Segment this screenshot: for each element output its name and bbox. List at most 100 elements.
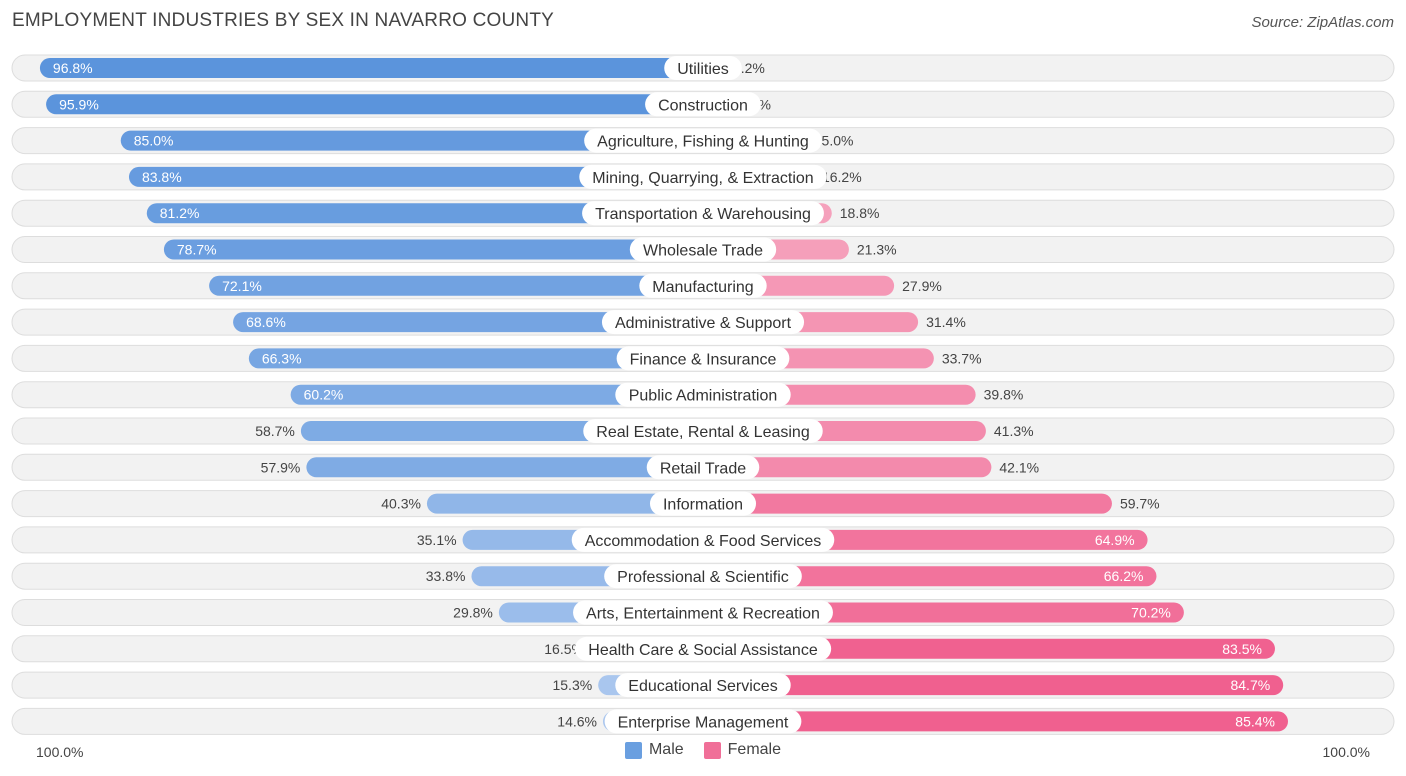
category-label: Educational Services <box>628 678 777 695</box>
value-label-female: 66.2% <box>1104 568 1144 584</box>
category-pill <box>616 346 790 371</box>
value-label-male: 57.9% <box>261 459 301 475</box>
category-label: Administrative & Support <box>615 315 792 332</box>
value-label-male: 95.9% <box>59 96 99 112</box>
category-pill <box>573 600 833 625</box>
bar-female <box>703 566 1157 587</box>
category-pill <box>615 382 791 407</box>
category-pill <box>649 491 757 516</box>
category-label: Retail Trade <box>660 460 746 477</box>
bar-female <box>703 711 1288 732</box>
axis-left-label: 100.0% <box>36 744 84 760</box>
category-pill <box>582 201 824 226</box>
category-pill <box>604 564 802 589</box>
category-pill <box>583 419 823 443</box>
value-label-male: 78.7% <box>177 242 217 258</box>
value-label-male: 68.6% <box>246 314 286 330</box>
category-label: Transportation & Warehousing <box>595 206 811 223</box>
value-label-male: 81.2% <box>160 205 200 221</box>
bar-male <box>39 58 704 78</box>
category-label: Construction <box>658 97 748 114</box>
value-label-male: 96.8% <box>53 60 93 76</box>
category-label: Public Administration <box>629 388 778 405</box>
chart-title: EMPLOYMENT INDUSTRIES BY SEX IN NAVARRO … <box>12 10 554 31</box>
value-label-male: 66.3% <box>262 350 302 366</box>
bar-male <box>426 493 703 514</box>
category-pill <box>639 273 767 298</box>
category-pill <box>629 237 777 262</box>
value-label-male: 35.1% <box>417 532 457 548</box>
category-label: Agriculture, Fishing & Hunting <box>597 134 809 151</box>
bar-female <box>703 457 992 478</box>
category-label: Enterprise Management <box>618 714 789 731</box>
category-label: Arts, Entertainment & Recreation <box>586 606 820 623</box>
value-label-female: 64.9% <box>1095 532 1135 548</box>
value-label-male: 14.6% <box>557 713 597 729</box>
category-label: Real Estate, Rental & Leasing <box>596 424 809 441</box>
value-label-male: 15.3% <box>552 677 592 693</box>
value-label-female: 18.8% <box>840 205 880 221</box>
bar-male <box>233 312 703 333</box>
legend-item-male[interactable]: Male <box>624 741 684 759</box>
category-pill <box>645 92 761 117</box>
value-label-male: 60.2% <box>304 387 344 403</box>
bar-male <box>306 457 703 478</box>
value-label-male: 85.0% <box>134 133 174 149</box>
value-label-female: 16.2% <box>822 169 862 185</box>
value-label-female: 42.1% <box>999 459 1039 475</box>
value-label-male: 72.1% <box>222 278 262 294</box>
bar-male <box>120 130 703 151</box>
value-label-female: 39.8% <box>984 387 1024 403</box>
category-label: Utilities <box>677 61 729 78</box>
category-label: Accommodation & Food Services <box>585 533 822 550</box>
legend-item-female[interactable]: Female <box>703 741 782 759</box>
chart-canvas: 96.8%3.2%Utilities95.9%4.1%Construction8… <box>11 54 1395 735</box>
category-label: Wholesale Trade <box>643 243 763 260</box>
bar-male <box>248 348 703 369</box>
axis-right-label: 100.0% <box>1322 744 1370 760</box>
bar-male <box>290 384 703 405</box>
category-pill <box>664 56 742 80</box>
category-pill <box>601 310 805 335</box>
category-pill <box>615 673 791 698</box>
value-label-female: 59.7% <box>1120 496 1160 512</box>
category-pill <box>646 455 760 480</box>
value-label-female: 33.7% <box>942 350 982 366</box>
category-label: Professional & Scientific <box>617 569 789 586</box>
bar-male <box>163 239 703 260</box>
bar-female <box>703 675 1284 696</box>
category-pill <box>579 164 827 189</box>
category-pill <box>584 128 822 153</box>
value-label-male: 83.8% <box>142 169 182 185</box>
legend-swatch-male <box>624 741 642 759</box>
bar-female <box>703 638 1275 659</box>
bar-male <box>209 275 704 296</box>
value-label-female: 15.0% <box>814 133 854 149</box>
value-label-male: 16.5% <box>544 641 584 657</box>
category-pill <box>604 709 802 734</box>
value-label-female: 85.4% <box>1235 713 1275 729</box>
value-label-male: 33.8% <box>426 568 466 584</box>
bar-male <box>46 94 703 115</box>
category-label: Health Care & Social Assistance <box>588 642 818 659</box>
source-label: Source: ZipAtlas.com <box>1251 14 1394 31</box>
value-label-female: 27.9% <box>902 278 942 294</box>
legend: Male Female <box>0 741 1406 759</box>
category-label: Mining, Quarrying, & Extraction <box>592 170 813 187</box>
category-label: Manufacturing <box>652 279 753 296</box>
legend-swatch-female <box>703 741 721 759</box>
bar-female <box>703 493 1112 514</box>
value-label-female: 41.3% <box>994 423 1034 439</box>
legend-label-male: Male <box>648 741 684 758</box>
value-label-female: 83.5% <box>1222 641 1262 657</box>
category-pill <box>574 636 832 661</box>
category-label: Finance & Insurance <box>630 351 777 368</box>
bar-male <box>146 203 703 224</box>
value-label-male: 29.8% <box>453 605 493 621</box>
value-label-female: 31.4% <box>926 314 966 330</box>
value-label-female: 70.2% <box>1131 605 1171 621</box>
value-label-male: 40.3% <box>381 496 421 512</box>
value-label-male: 58.7% <box>255 423 295 439</box>
value-label-female: 84.7% <box>1230 677 1270 693</box>
legend-label-female: Female <box>727 741 782 758</box>
